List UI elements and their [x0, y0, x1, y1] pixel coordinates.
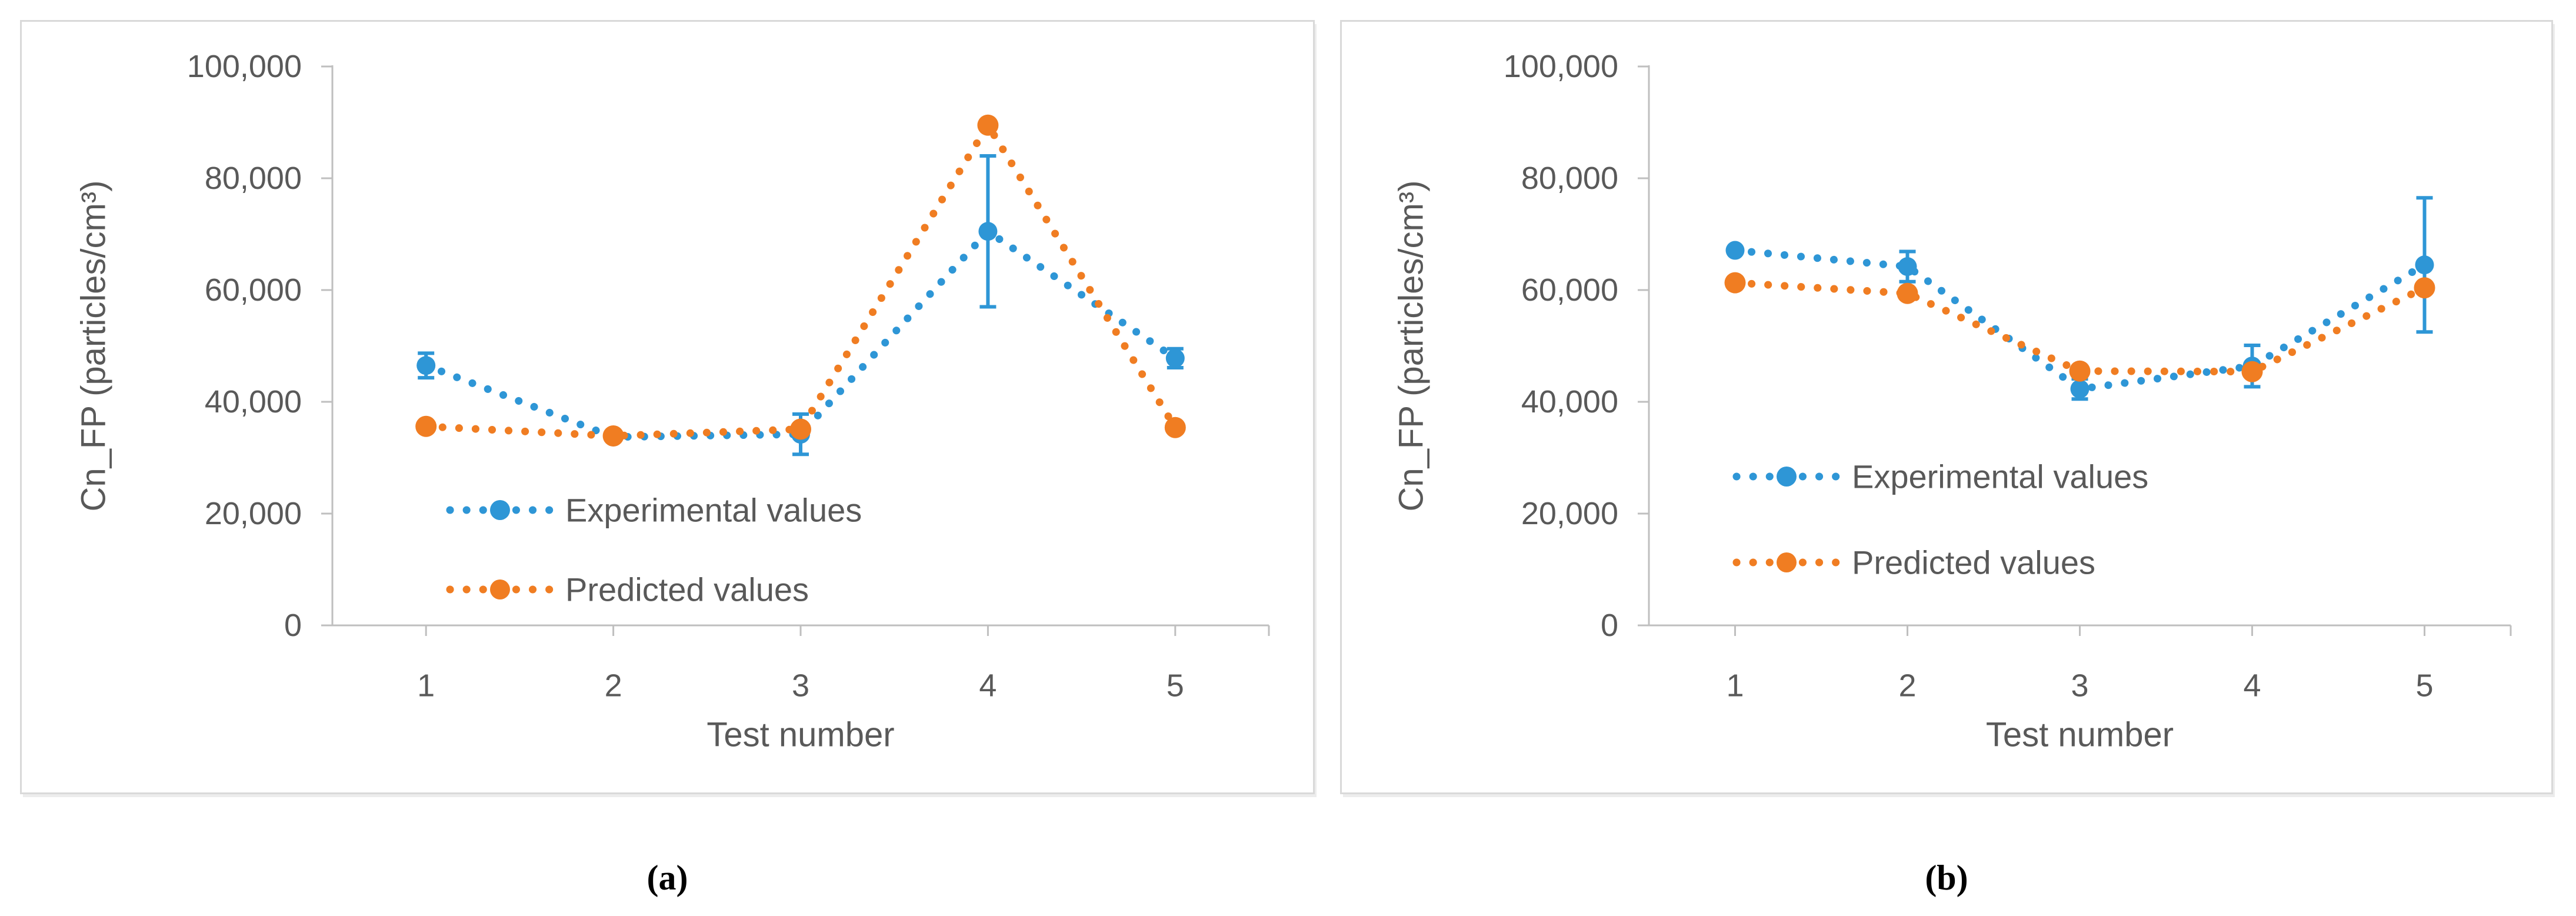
- x-axis-tick-label: 1: [417, 668, 435, 703]
- legend-marker: [1777, 467, 1797, 487]
- x-axis-tick-label: 4: [2243, 668, 2261, 703]
- y-axis-title: Cn_FP (particles/cm³): [1392, 181, 1431, 512]
- y-axis-tick-label: 0: [284, 608, 302, 643]
- data-point-marker: [2414, 277, 2435, 299]
- data-point-marker: [790, 418, 811, 440]
- x-axis-tick-label: 4: [979, 668, 997, 703]
- x-axis-title: Test number: [1986, 716, 2174, 754]
- data-point-marker: [2069, 360, 2091, 382]
- legend-label: Experimental values: [1852, 458, 2148, 495]
- data-point-marker: [416, 356, 436, 375]
- data-point-marker: [2070, 379, 2090, 399]
- legend-label: Predicted values: [565, 571, 809, 608]
- series-line-experimental: [422, 226, 1179, 441]
- legend-label: Experimental values: [565, 492, 862, 529]
- x-axis-tick-label: 5: [2415, 668, 2433, 703]
- legend-marker: [1777, 552, 1797, 572]
- y-axis-tick-label: 40,000: [205, 384, 302, 419]
- x-axis-tick-label: 2: [1898, 668, 1916, 703]
- series-line-predicted: [1731, 279, 2428, 376]
- line-chart-a: 0 20,000 40,000 60,000 80,000 100,000 1 2 3 4 5 Cn_…: [75, 49, 1270, 754]
- data-point-marker: [1897, 282, 1918, 304]
- x-axis-tick-label: 5: [1167, 668, 1184, 703]
- data-point-marker: [602, 425, 624, 447]
- x-axis-title: Test number: [707, 716, 894, 754]
- data-point-marker: [1898, 257, 1917, 277]
- y-axis-tick-label: 20,000: [205, 496, 302, 531]
- chart-panel-b: 0 20,000 40,000 60,000 80,000 100,000 1 2 3 4 5 Cn_…: [1340, 20, 2553, 794]
- data-point-marker: [977, 114, 999, 136]
- series-line-experimental: [1731, 247, 2428, 393]
- data-point-marker: [978, 222, 998, 241]
- y-axis-tick-label: 40,000: [1521, 384, 1618, 419]
- y-axis-tick-label: 100,000: [187, 49, 302, 84]
- line-chart-b: 0 20,000 40,000 60,000 80,000 100,000 1 2 3 4 5 Cn_…: [1392, 49, 2512, 754]
- x-axis-tick-label: 2: [605, 668, 622, 703]
- data-point-marker: [1725, 241, 1745, 260]
- y-axis-tick-label: 80,000: [205, 161, 302, 196]
- data-point-marker: [2415, 255, 2434, 275]
- x-axis-tick-label: 3: [2071, 668, 2088, 703]
- legend-label: Predicted values: [1852, 544, 2095, 581]
- data-point-marker: [1724, 272, 1746, 294]
- data-point-marker: [2241, 361, 2263, 382]
- legend-marker: [490, 579, 510, 599]
- y-axis-tick-label: 20,000: [1521, 496, 1618, 531]
- y-axis-tick-label: 80,000: [1521, 161, 1618, 196]
- y-axis-tick-label: 100,000: [1504, 49, 1618, 84]
- x-axis-tick-label: 3: [792, 668, 809, 703]
- legend-marker: [490, 500, 510, 520]
- data-point-marker: [1164, 417, 1186, 438]
- series-line-predicted: [422, 118, 1179, 440]
- x-axis-tick-label: 1: [1726, 668, 1744, 703]
- chart-panel-a: 0 20,000 40,000 60,000 80,000 100,000 1 2 3 4 5 Cn_…: [20, 20, 1315, 794]
- data-point-marker: [415, 415, 437, 437]
- y-axis-title: Cn_FP (particles/cm³): [75, 181, 113, 512]
- caption-panel-b: (b): [1925, 858, 1968, 897]
- caption-panel-a: (a): [647, 858, 688, 897]
- y-axis-tick-label: 0: [1601, 608, 1618, 643]
- data-point-marker: [1165, 348, 1185, 368]
- y-axis-tick-label: 60,000: [1521, 272, 1618, 308]
- y-axis-tick-label: 60,000: [205, 272, 302, 308]
